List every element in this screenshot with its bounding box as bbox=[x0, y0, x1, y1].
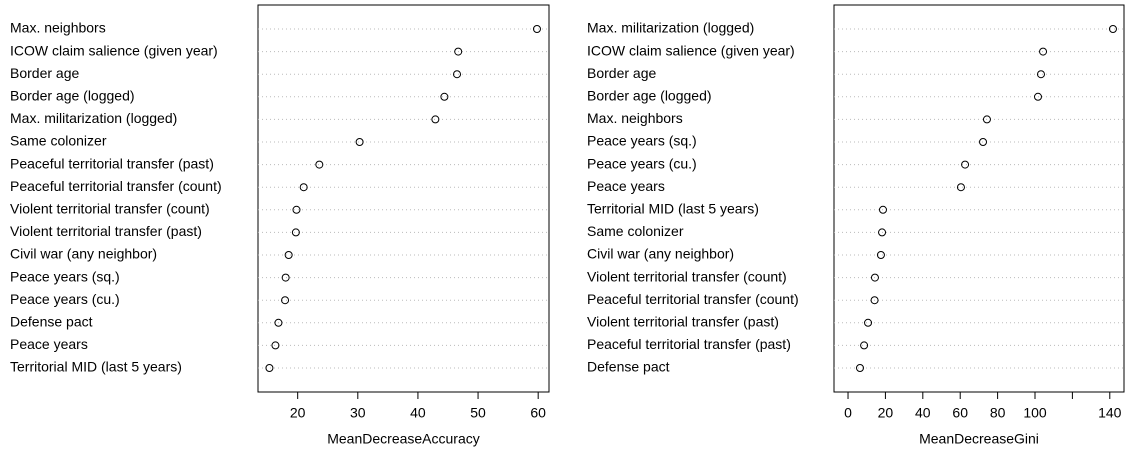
dot bbox=[454, 47, 463, 56]
dot bbox=[878, 205, 887, 214]
dot bbox=[440, 92, 449, 101]
dot bbox=[291, 228, 300, 237]
plot-frame bbox=[257, 4, 550, 393]
category-label: Violent territorial transfer (past) bbox=[10, 223, 202, 239]
dot bbox=[292, 205, 301, 214]
dot bbox=[315, 160, 324, 169]
category-label: Border age (logged) bbox=[10, 88, 135, 104]
category-label: Peace years (sq.) bbox=[587, 133, 697, 149]
dot bbox=[870, 296, 879, 305]
plot-frame bbox=[833, 4, 1125, 393]
dot bbox=[532, 25, 541, 33]
category-label: Peaceful territorial transfer (past) bbox=[587, 336, 791, 352]
category-label: Border age bbox=[587, 65, 656, 81]
category-label: ICOW claim salience (given year) bbox=[10, 42, 218, 58]
category-label: Border age (logged) bbox=[587, 88, 712, 104]
x-tick-label: 0 bbox=[844, 405, 852, 421]
dot bbox=[453, 70, 462, 79]
x-axis-label: MeanDecreaseAccuracy bbox=[327, 431, 480, 447]
category-label: Violent territorial transfer (past) bbox=[587, 314, 779, 330]
category-label: Peaceful territorial transfer (count) bbox=[10, 178, 222, 194]
x-tick-label: 30 bbox=[350, 405, 366, 421]
dot bbox=[281, 273, 290, 282]
category-label: Peace years bbox=[587, 178, 665, 194]
x-tick-label: 40 bbox=[915, 405, 931, 421]
dot bbox=[284, 251, 293, 259]
dot bbox=[982, 115, 991, 124]
dot bbox=[876, 251, 885, 259]
x-tick-label: 20 bbox=[878, 405, 894, 421]
dot bbox=[431, 115, 440, 124]
x-tick-label: 60 bbox=[952, 405, 968, 421]
x-tick-label: 40 bbox=[410, 405, 426, 421]
category-label: Peaceful territorial transfer (count) bbox=[587, 291, 799, 307]
x-tick-label: 50 bbox=[470, 405, 486, 421]
x-tick-label: 140 bbox=[1098, 405, 1122, 421]
x-tick-label: 20 bbox=[290, 405, 306, 421]
category-label: Civil war (any neighbor) bbox=[587, 246, 734, 262]
category-label: Violent territorial transfer (count) bbox=[10, 201, 210, 217]
category-label: Same colonizer bbox=[10, 133, 107, 149]
dot bbox=[961, 160, 970, 169]
x-tick-label: 100 bbox=[1023, 405, 1047, 421]
category-label: Border age bbox=[10, 65, 79, 81]
dot bbox=[855, 364, 864, 372]
dot bbox=[1033, 92, 1042, 101]
category-label: Peaceful territorial transfer (past) bbox=[10, 155, 214, 171]
category-label: ICOW claim salience (given year) bbox=[587, 42, 795, 58]
dot bbox=[1108, 25, 1117, 33]
category-label: Defense pact bbox=[10, 314, 93, 330]
x-tick-label: 80 bbox=[990, 405, 1006, 421]
dot bbox=[299, 183, 308, 192]
category-label: Civil war (any neighbor) bbox=[10, 246, 157, 262]
x-axis-label: MeanDecreaseGini bbox=[919, 431, 1039, 447]
dot bbox=[860, 341, 869, 350]
dot bbox=[1036, 70, 1045, 79]
category-label: Violent territorial transfer (count) bbox=[587, 268, 787, 284]
category-label: Max. neighbors bbox=[587, 110, 683, 126]
dot bbox=[956, 183, 965, 192]
category-label: Peace years (cu.) bbox=[10, 291, 120, 307]
dot bbox=[274, 318, 283, 327]
category-label: Territorial MID (last 5 years) bbox=[10, 359, 182, 375]
dot bbox=[1039, 47, 1048, 56]
dot bbox=[355, 138, 364, 146]
dot bbox=[281, 296, 290, 305]
category-label: Peace years (sq.) bbox=[10, 268, 120, 284]
dot bbox=[864, 318, 873, 327]
dot bbox=[870, 273, 879, 282]
dot bbox=[265, 364, 274, 372]
category-label: Peace years (cu.) bbox=[587, 155, 697, 171]
category-label: Max. militarization (logged) bbox=[587, 20, 754, 36]
category-label: Defense pact bbox=[587, 359, 670, 375]
dot bbox=[271, 341, 280, 350]
category-label: Territorial MID (last 5 years) bbox=[587, 201, 759, 217]
category-label: Peace years bbox=[10, 336, 88, 352]
category-label: Max. neighbors bbox=[10, 20, 106, 36]
category-label: Max. militarization (logged) bbox=[10, 110, 177, 126]
category-label: Same colonizer bbox=[587, 223, 684, 239]
dot bbox=[878, 228, 887, 237]
dot bbox=[979, 138, 988, 146]
x-tick-label: 60 bbox=[530, 405, 546, 421]
